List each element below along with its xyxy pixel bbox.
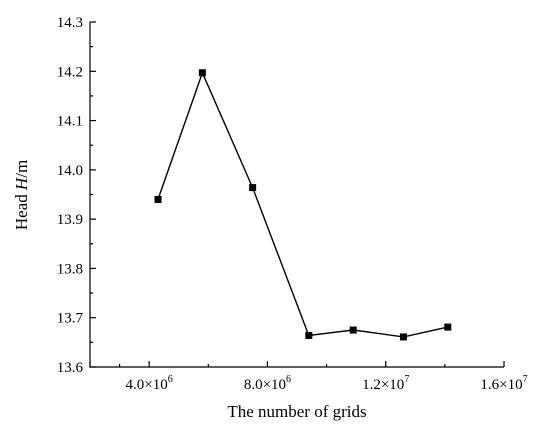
y-tick-label: 13.6 <box>57 360 84 376</box>
x-tick-exponent: 6 <box>286 374 291 385</box>
y-tick-label: 14.3 <box>57 15 83 31</box>
y-axis-ticks: 13.6 13.7 13.8 13.9 14.0 14.1 14.2 14.3 <box>57 15 96 376</box>
data-point-marker <box>249 184 257 192</box>
data-point-marker <box>444 323 452 331</box>
x-tick-mantissa: 8.0×10 <box>244 377 286 393</box>
y-tick-label: 13.7 <box>57 311 84 327</box>
x-tick-mantissa: 4.0×10 <box>126 377 168 393</box>
y-tick-label: 13.9 <box>57 212 83 228</box>
y-tick-label: 13.8 <box>57 261 83 277</box>
axes <box>89 22 504 368</box>
data-point-marker <box>154 195 162 203</box>
x-tick-label: 1.6×107 <box>480 374 527 393</box>
y-axis-title-variable: H <box>12 176 31 191</box>
data-point-marker <box>305 331 313 339</box>
plot-frame-axes <box>89 22 504 368</box>
x-tick-mantissa: 1.6×10 <box>480 377 522 393</box>
y-axis-title-suffix: /m <box>12 160 31 178</box>
series-layer <box>154 69 452 341</box>
y-axis-title-prefix: Head <box>12 190 31 230</box>
series-line <box>157 70 448 338</box>
y-tick-label: 14.0 <box>57 163 83 179</box>
data-point-marker <box>349 326 357 334</box>
x-axis-ticks: 4.0×106 8.0×106 1.2×107 1.6×107 <box>89 361 528 393</box>
x-tick-label: 1.2×107 <box>362 374 409 393</box>
y-tick-label: 14.1 <box>57 114 83 130</box>
x-tick-mantissa: 1.2×10 <box>362 377 404 393</box>
x-tick-label: 8.0×106 <box>244 374 291 393</box>
x-axis-title: The number of grids <box>227 402 366 421</box>
x-tick-label: 4.0×106 <box>126 374 173 393</box>
x-tick-exponent: 7 <box>523 374 528 385</box>
y-axis-title: Head H/m <box>12 160 31 230</box>
x-tick-exponent: 7 <box>404 374 409 385</box>
y-tick-label: 14.2 <box>57 64 83 80</box>
x-tick-exponent: 6 <box>168 374 173 385</box>
data-point-marker <box>399 333 407 341</box>
data-point-marker <box>198 69 206 77</box>
